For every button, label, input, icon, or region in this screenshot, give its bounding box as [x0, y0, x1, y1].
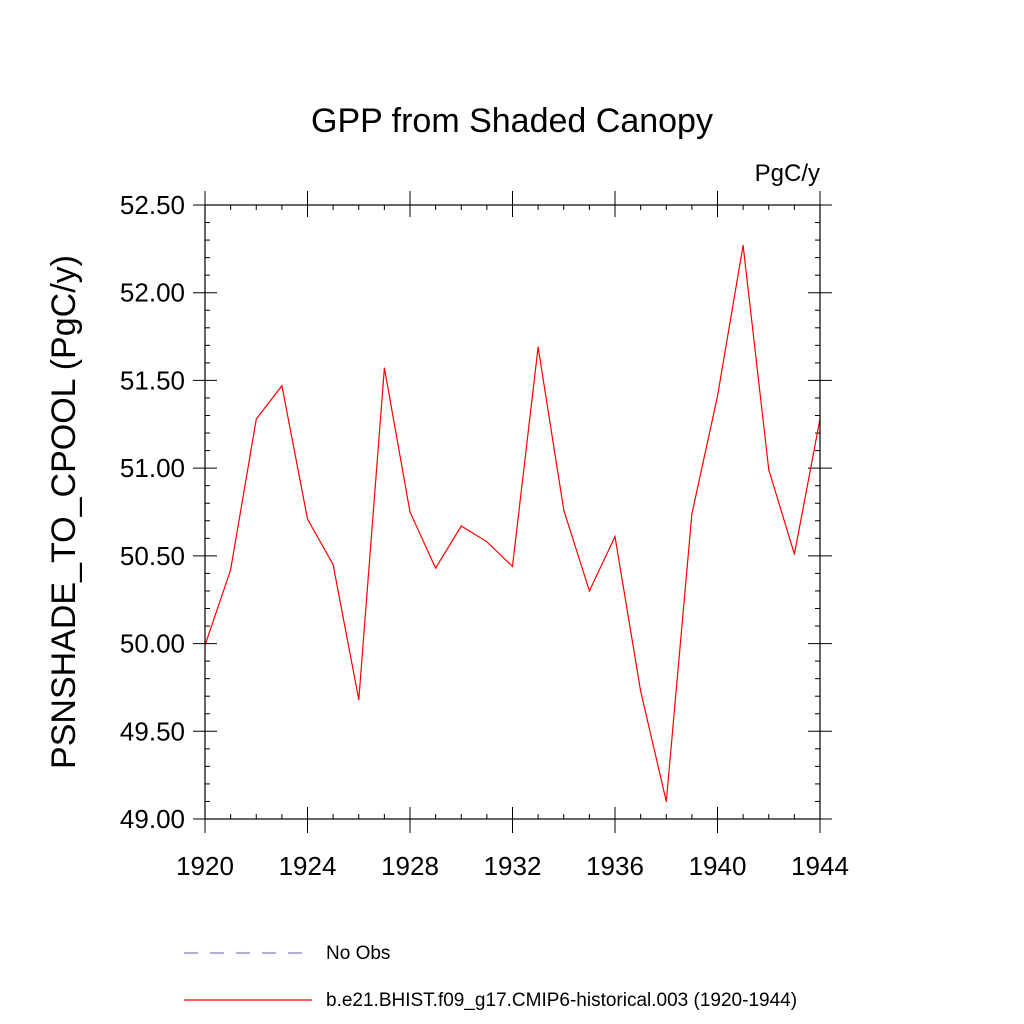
y-tick-labels: 49.00 49.50 50.00 50.50 51.00 51.50 52.00 52.50: [120, 190, 185, 834]
x-tick-label: 1936: [586, 851, 644, 881]
x-tick-label: 1932: [484, 851, 542, 881]
legend: No Obs b.e21.BHIST.f09_g17.CMIP6-histori…: [184, 943, 797, 1011]
x-tick-labels: 1920 1924 1928 1932 1936 1940 1944: [176, 851, 849, 881]
series-point: [768, 469, 770, 471]
series-point: [435, 567, 437, 569]
y-tick-label: 49.50: [120, 716, 185, 746]
y-major-ticks: [193, 204, 832, 820]
y-tick-label: 51.50: [120, 365, 185, 395]
series-point: [486, 541, 488, 543]
series-points: [204, 244, 821, 803]
x-tick-label: 1920: [176, 851, 234, 881]
series-point: [614, 535, 616, 538]
series-point: [409, 511, 411, 513]
y-minor-ticks: [205, 222, 820, 802]
series-point: [588, 590, 590, 592]
series-point: [716, 395, 719, 397]
series-point: [640, 690, 642, 692]
series-point: [358, 699, 360, 701]
y-tick-label: 50.00: [120, 629, 185, 659]
chart-title: GPP from Shaded Canopy: [311, 102, 713, 140]
x-major-ticks: [204, 191, 821, 833]
units-label: PgC/y: [755, 160, 820, 187]
x-tick-label: 1940: [689, 851, 747, 881]
x-tick-label: 1928: [381, 851, 439, 881]
series-point: [563, 509, 565, 511]
legend-label-historical: b.e21.BHIST.f09_g17.CMIP6-historical.003…: [326, 990, 797, 1011]
x-tick-label: 1924: [279, 851, 337, 881]
series-point: [255, 418, 257, 420]
series-point: [665, 800, 667, 803]
series-point: [742, 244, 744, 246]
series-point: [332, 564, 334, 566]
series-point: [537, 346, 539, 348]
series-point: [281, 385, 283, 387]
series-point: [460, 525, 462, 527]
series-point: [306, 518, 309, 520]
y-tick-label: 49.00: [120, 804, 185, 834]
y-axis-title: PSNSHADE_TO_CPOOL (PgC/y): [45, 255, 83, 769]
legend-label-no-obs: No Obs: [326, 943, 390, 964]
series-point: [230, 569, 232, 571]
x-minor-ticks: [230, 205, 795, 819]
y-tick-label: 52.50: [120, 190, 185, 220]
series-point: [793, 553, 795, 555]
y-tick-label: 51.00: [120, 453, 185, 483]
series-point: [511, 565, 514, 567]
y-tick-label: 50.50: [120, 541, 185, 571]
plot-frame: [204, 204, 821, 820]
y-tick-label: 52.00: [120, 278, 185, 308]
series-point: [691, 513, 693, 515]
series-point: [383, 367, 385, 369]
x-tick-label: 1944: [791, 851, 849, 881]
series-line: [204, 245, 821, 802]
